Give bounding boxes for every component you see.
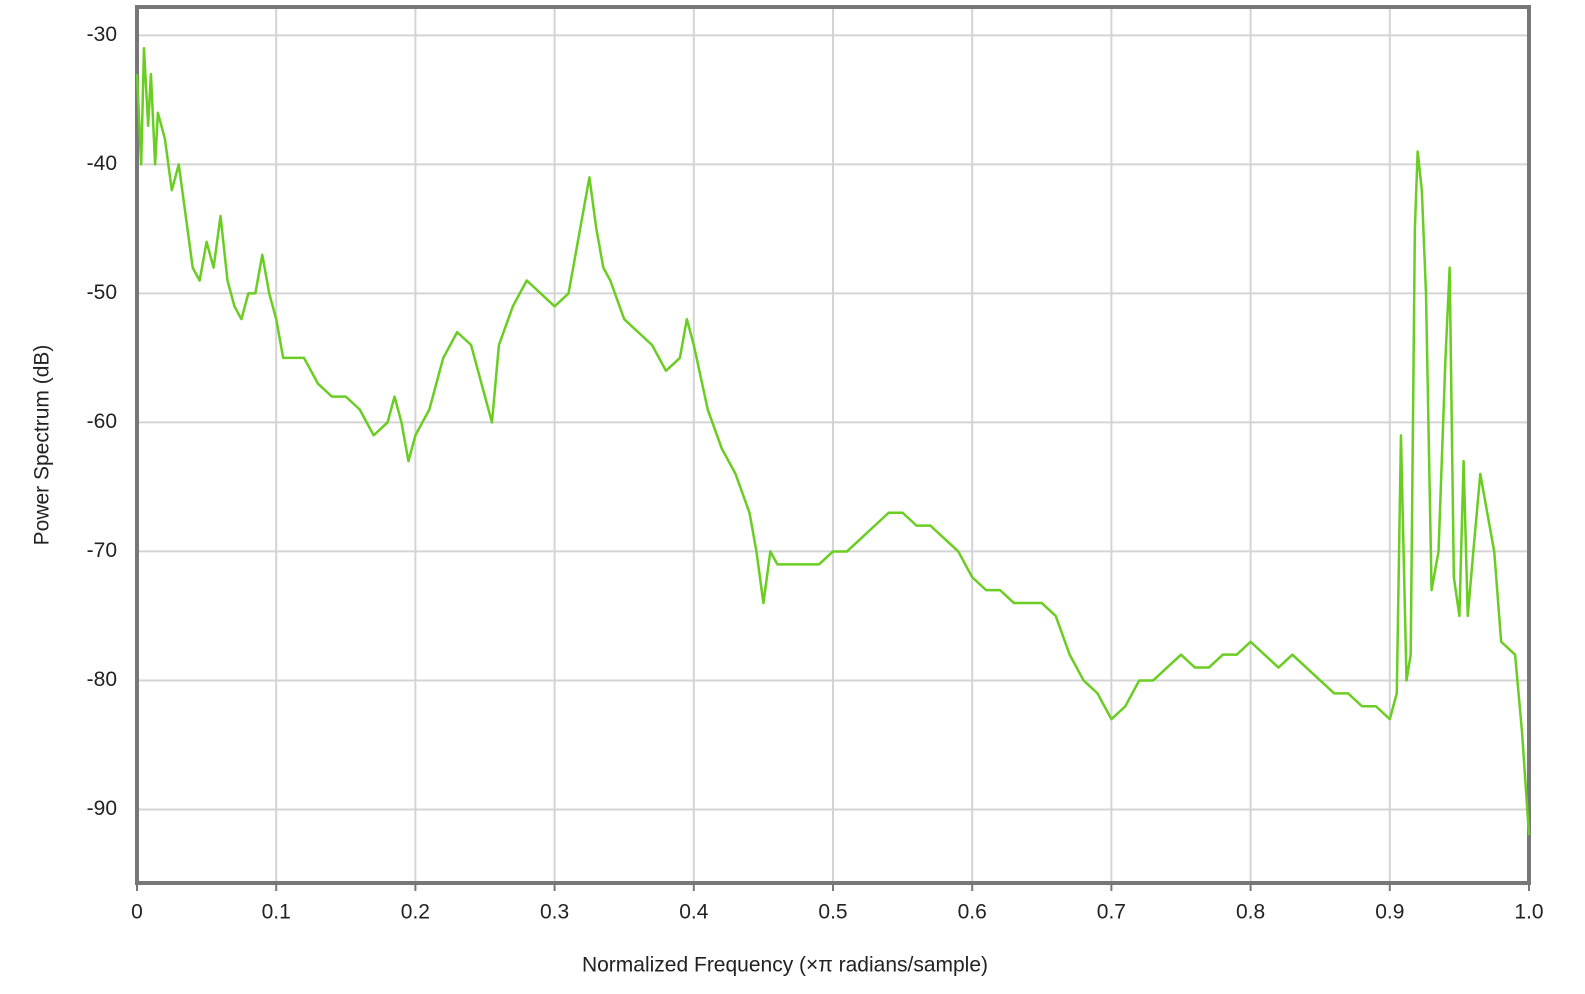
y-tick-label: -50 [87, 281, 117, 304]
y-tick-label: -40 [87, 152, 117, 175]
x-tick-label: 0.1 [262, 901, 291, 924]
x-axis-label: Normalized Frequency (×π radians/sample) [582, 954, 988, 977]
x-tick-label: 0.9 [1375, 901, 1404, 924]
y-tick-label: -70 [87, 539, 117, 562]
plot-frame [135, 5, 1531, 885]
x-tick-label: 0.5 [818, 901, 847, 924]
x-tick-label: 0.8 [1236, 901, 1265, 924]
x-tick-label: 0.3 [540, 901, 569, 924]
y-tick-label: -90 [87, 797, 117, 820]
spectrum-line [135, 47, 1531, 836]
x-tick-label: 0 [131, 901, 143, 924]
y-tick-label: -80 [87, 668, 117, 691]
y-axis-label: Power Spectrum (dB) [31, 345, 54, 546]
x-tick-label: 0.7 [1097, 901, 1126, 924]
x-tick-label: 0.2 [401, 901, 430, 924]
y-tick-label: -60 [87, 410, 117, 433]
y-tick-label: -30 [87, 23, 117, 46]
x-tick-label: 0.4 [679, 901, 709, 924]
x-tick-label: 1.0 [1514, 901, 1543, 924]
x-tick-label: 0.6 [958, 901, 987, 924]
